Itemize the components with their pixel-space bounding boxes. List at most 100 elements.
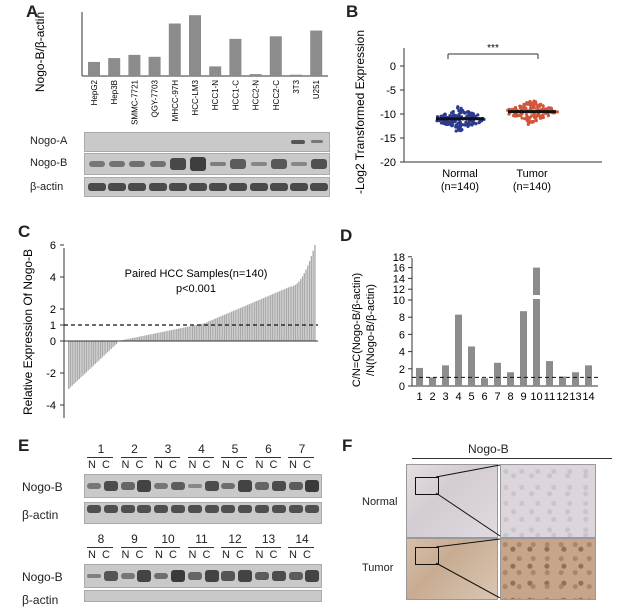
waterfall-bar: [263, 298, 264, 341]
blot-band: [238, 480, 252, 491]
panel-e-row1-nogo-b-strip: [84, 474, 322, 498]
waterfall-bar: [215, 318, 216, 341]
waterfall-bar: [155, 333, 156, 341]
sample-rule: [154, 547, 180, 548]
blot-band: [171, 505, 185, 513]
lane-label: N: [120, 459, 132, 471]
bar-8: [507, 372, 514, 386]
scatter-point: [556, 110, 559, 113]
blot-band: [209, 183, 227, 191]
blot-band: [272, 505, 286, 513]
blot-band: [121, 573, 135, 579]
waterfall-bar: [73, 341, 74, 384]
waterfall-bar: [243, 306, 244, 341]
sample-rule: [188, 547, 214, 548]
waterfall-bar: [222, 315, 223, 341]
blot-band: [87, 483, 101, 489]
bar-14: [585, 365, 592, 386]
waterfall-bar: [268, 296, 269, 341]
panel-b-group-normal: Normal: [442, 168, 477, 180]
waterfall-bar: [183, 328, 184, 341]
blot-band: [154, 573, 168, 580]
waterfall-bar: [192, 326, 193, 341]
x-tick-label: U251: [312, 79, 321, 99]
panel-f-label: F: [342, 436, 352, 456]
y-tick-label: 8: [399, 312, 405, 324]
waterfall-bar: [91, 341, 92, 367]
bar-U251: [310, 31, 322, 76]
blot-band: [291, 140, 305, 144]
panel-f-ihc: Nogo-B Normal Tumor: [360, 440, 620, 598]
blot-band: [87, 574, 101, 579]
blot-band: [305, 480, 319, 492]
waterfall-bar: [211, 320, 212, 341]
waterfall-bar: [160, 332, 161, 341]
y-tick-label: 14: [393, 273, 405, 285]
waterfall-bar: [187, 327, 188, 341]
lane-label: C: [100, 459, 112, 471]
waterfall-bar: [291, 286, 292, 341]
x-tick-label: QGY-7703: [151, 79, 160, 117]
waterfall-bar: [300, 279, 301, 341]
blot-band: [271, 159, 287, 169]
waterfall-bar: [149, 334, 150, 341]
blot-band: [87, 505, 101, 513]
blot-band: [289, 572, 303, 580]
waterfall-bar: [219, 317, 220, 341]
lane-label: N: [220, 459, 232, 471]
y-tick-label: 1: [50, 320, 56, 332]
blot-band: [190, 157, 206, 170]
panel-b-group-normal-n: (n=140): [441, 181, 479, 193]
scatter-point: [541, 113, 544, 116]
blot-band: [305, 570, 319, 581]
scatter-point: [450, 111, 453, 114]
panel-e-row1-actin-strip: [84, 502, 322, 524]
y-tick-label: 4: [50, 272, 56, 284]
waterfall-bar: [171, 330, 172, 341]
lane-label: N: [153, 459, 165, 471]
panel-a-blots: Nogo-A Nogo-B β-actin: [30, 131, 330, 201]
sample-rule: [288, 547, 314, 548]
panel-c-pvalue: p<0.001: [176, 283, 216, 295]
blot-band: [88, 183, 106, 191]
waterfall-bar: [252, 303, 253, 341]
waterfall-bar: [210, 321, 211, 341]
waterfall-bar: [247, 305, 248, 341]
y-tick-label: -20: [380, 157, 396, 169]
scatter-point: [474, 122, 477, 125]
blot-band: [221, 505, 235, 513]
waterfall-bar: [103, 341, 104, 356]
blot-band: [210, 162, 226, 167]
waterfall-bar: [176, 329, 177, 341]
panel-b-scatter-chart: -Log2 Transformed Expression 0-5-10-15-2…: [352, 20, 612, 220]
waterfall-bar: [295, 285, 296, 341]
x-tick-label: 5: [468, 391, 474, 403]
waterfall-bar: [311, 256, 312, 341]
panel-f-zoom-lines: [360, 440, 620, 598]
waterfall-bar: [137, 337, 138, 341]
panel-e-row1-label-actin: β-actin: [22, 508, 58, 522]
blot-band: [137, 570, 151, 581]
lane-label: N: [120, 549, 132, 561]
panel-c-waterfall-chart: Relative Expression Of Nogo-B 64210-2-4 …: [18, 240, 328, 440]
sample-rule: [121, 547, 147, 548]
blot-band: [188, 572, 202, 580]
bar-HepG2: [88, 62, 100, 76]
blot-strip-nogo-b: [84, 153, 330, 175]
blot-band: [154, 483, 168, 489]
lane-label: N: [254, 459, 266, 471]
waterfall-bar: [293, 286, 294, 341]
scatter-point: [534, 115, 537, 118]
scatter-point: [514, 106, 517, 109]
waterfall-bar: [100, 341, 101, 359]
y-tick-label: 2: [399, 364, 405, 376]
sample-rule: [188, 457, 214, 458]
blot-band: [310, 183, 328, 191]
blot-band: [255, 572, 269, 580]
waterfall-bar: [305, 270, 306, 341]
lane-label: N: [187, 459, 199, 471]
waterfall-bar: [111, 341, 112, 349]
waterfall-bar: [105, 341, 106, 354]
waterfall-bar: [75, 341, 76, 382]
